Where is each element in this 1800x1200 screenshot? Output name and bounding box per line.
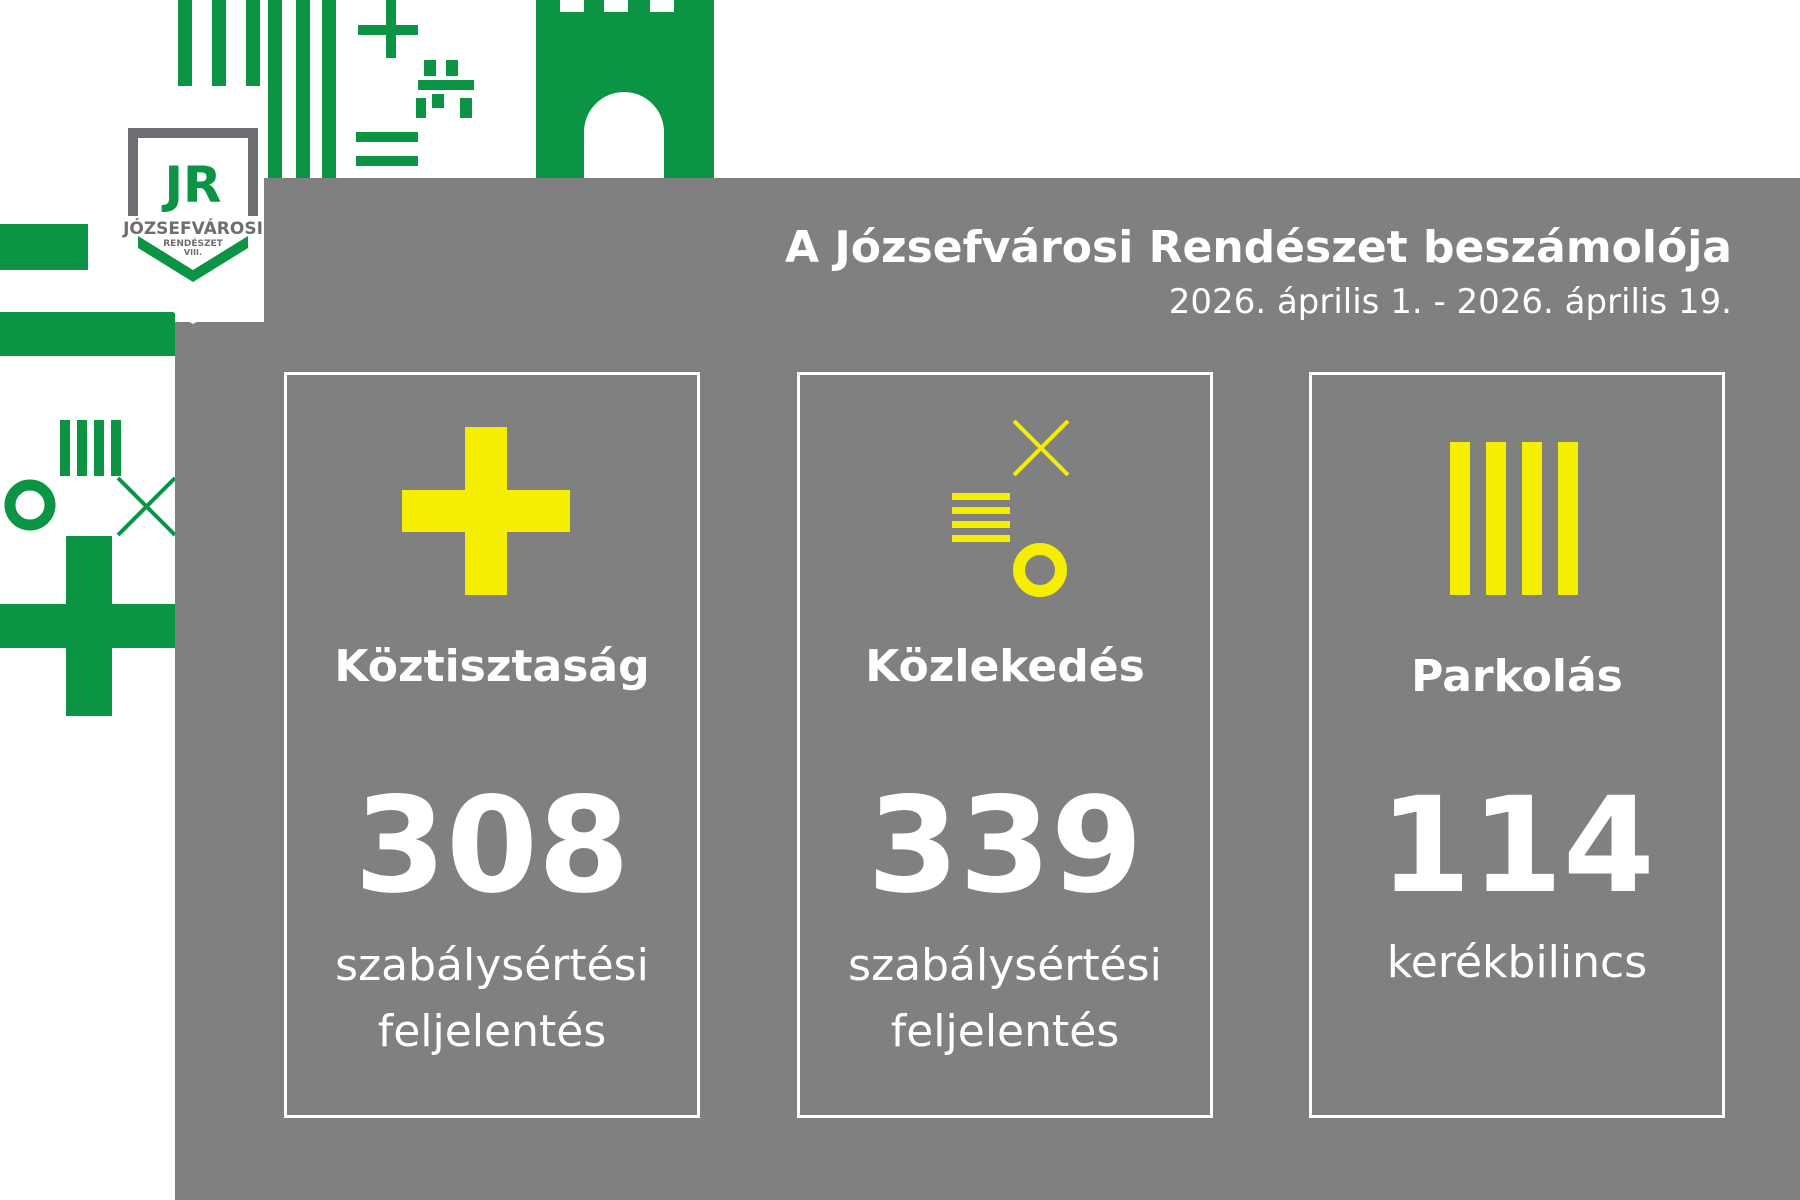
card-description-line: kerékbilincs xyxy=(1386,937,1648,988)
logo: JR JÓZSEFVÁROSI RENDÉSZET VIII. xyxy=(118,124,268,324)
logo-district: VIII. xyxy=(184,248,202,257)
report-panel xyxy=(264,178,1800,328)
traffic-symbols-icon xyxy=(952,419,1070,597)
plus-icon xyxy=(402,427,570,595)
logo-name: JÓZSEFVÁROSI xyxy=(122,217,263,239)
stat-card-koztisztasag: Köztisztaság 308 szabálysértési feljelen… xyxy=(284,372,700,1118)
card-value: 308 xyxy=(354,769,630,923)
card-value: 114 xyxy=(1379,769,1655,923)
card-description-line: szabálysértési xyxy=(335,940,649,991)
card-description: szabálysértési feljelentés xyxy=(287,933,697,1065)
logo-monogram: JR xyxy=(161,156,221,214)
card-description-line: feljelentés xyxy=(890,1006,1120,1057)
card-description-line: szabálysértési xyxy=(848,940,1162,991)
card-value: 339 xyxy=(867,769,1143,923)
stat-card-kozlekedes: Közlekedés 339 szabálysértési feljelenté… xyxy=(797,372,1213,1118)
report-title: A Józsefvárosi Rendészet beszámolója xyxy=(784,222,1732,273)
card-title: Közlekedés xyxy=(865,641,1145,692)
card-title: Parkolás xyxy=(1411,651,1623,702)
stat-card-parkolas: Parkolás 114 kerékbilincs xyxy=(1309,372,1725,1118)
card-description: szabálysértési feljelentés xyxy=(800,933,1210,1065)
logo-sub: RENDÉSZET xyxy=(163,237,223,249)
card-title: Köztisztaság xyxy=(334,641,650,692)
vertical-bars-icon xyxy=(1450,442,1578,595)
card-description-line: feljelentés xyxy=(377,1006,607,1057)
report-date-range: 2026. április 1. - 2026. április 19. xyxy=(1168,282,1732,322)
card-description: kerékbilincs xyxy=(1312,930,1722,996)
